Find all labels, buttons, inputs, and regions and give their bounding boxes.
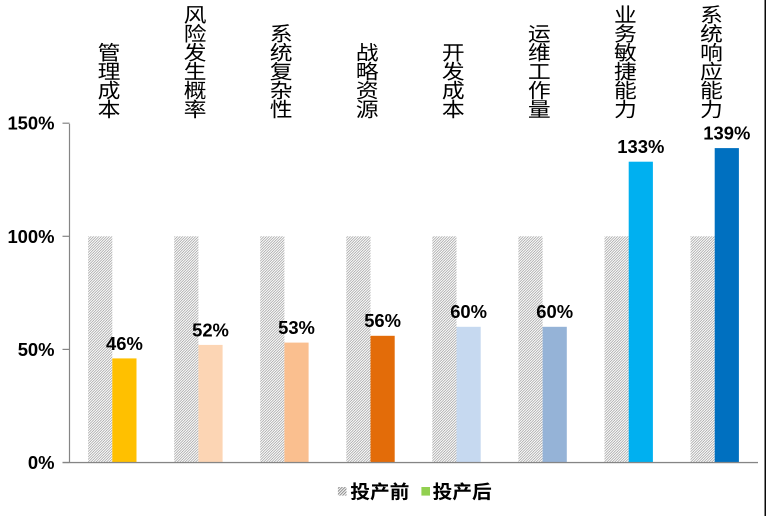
svg-text:50%: 50% — [18, 339, 55, 360]
svg-text:139%: 139% — [703, 123, 750, 144]
svg-text:133%: 133% — [617, 136, 664, 157]
svg-text:100%: 100% — [7, 226, 54, 247]
svg-text:52%: 52% — [192, 319, 229, 340]
svg-text:0%: 0% — [28, 452, 55, 473]
svg-text:53%: 53% — [278, 317, 315, 338]
svg-text:150%: 150% — [7, 113, 54, 134]
svg-text:60%: 60% — [450, 301, 487, 322]
svg-text:56%: 56% — [364, 310, 401, 331]
svg-text:46%: 46% — [106, 333, 143, 354]
svg-text:60%: 60% — [536, 301, 573, 322]
